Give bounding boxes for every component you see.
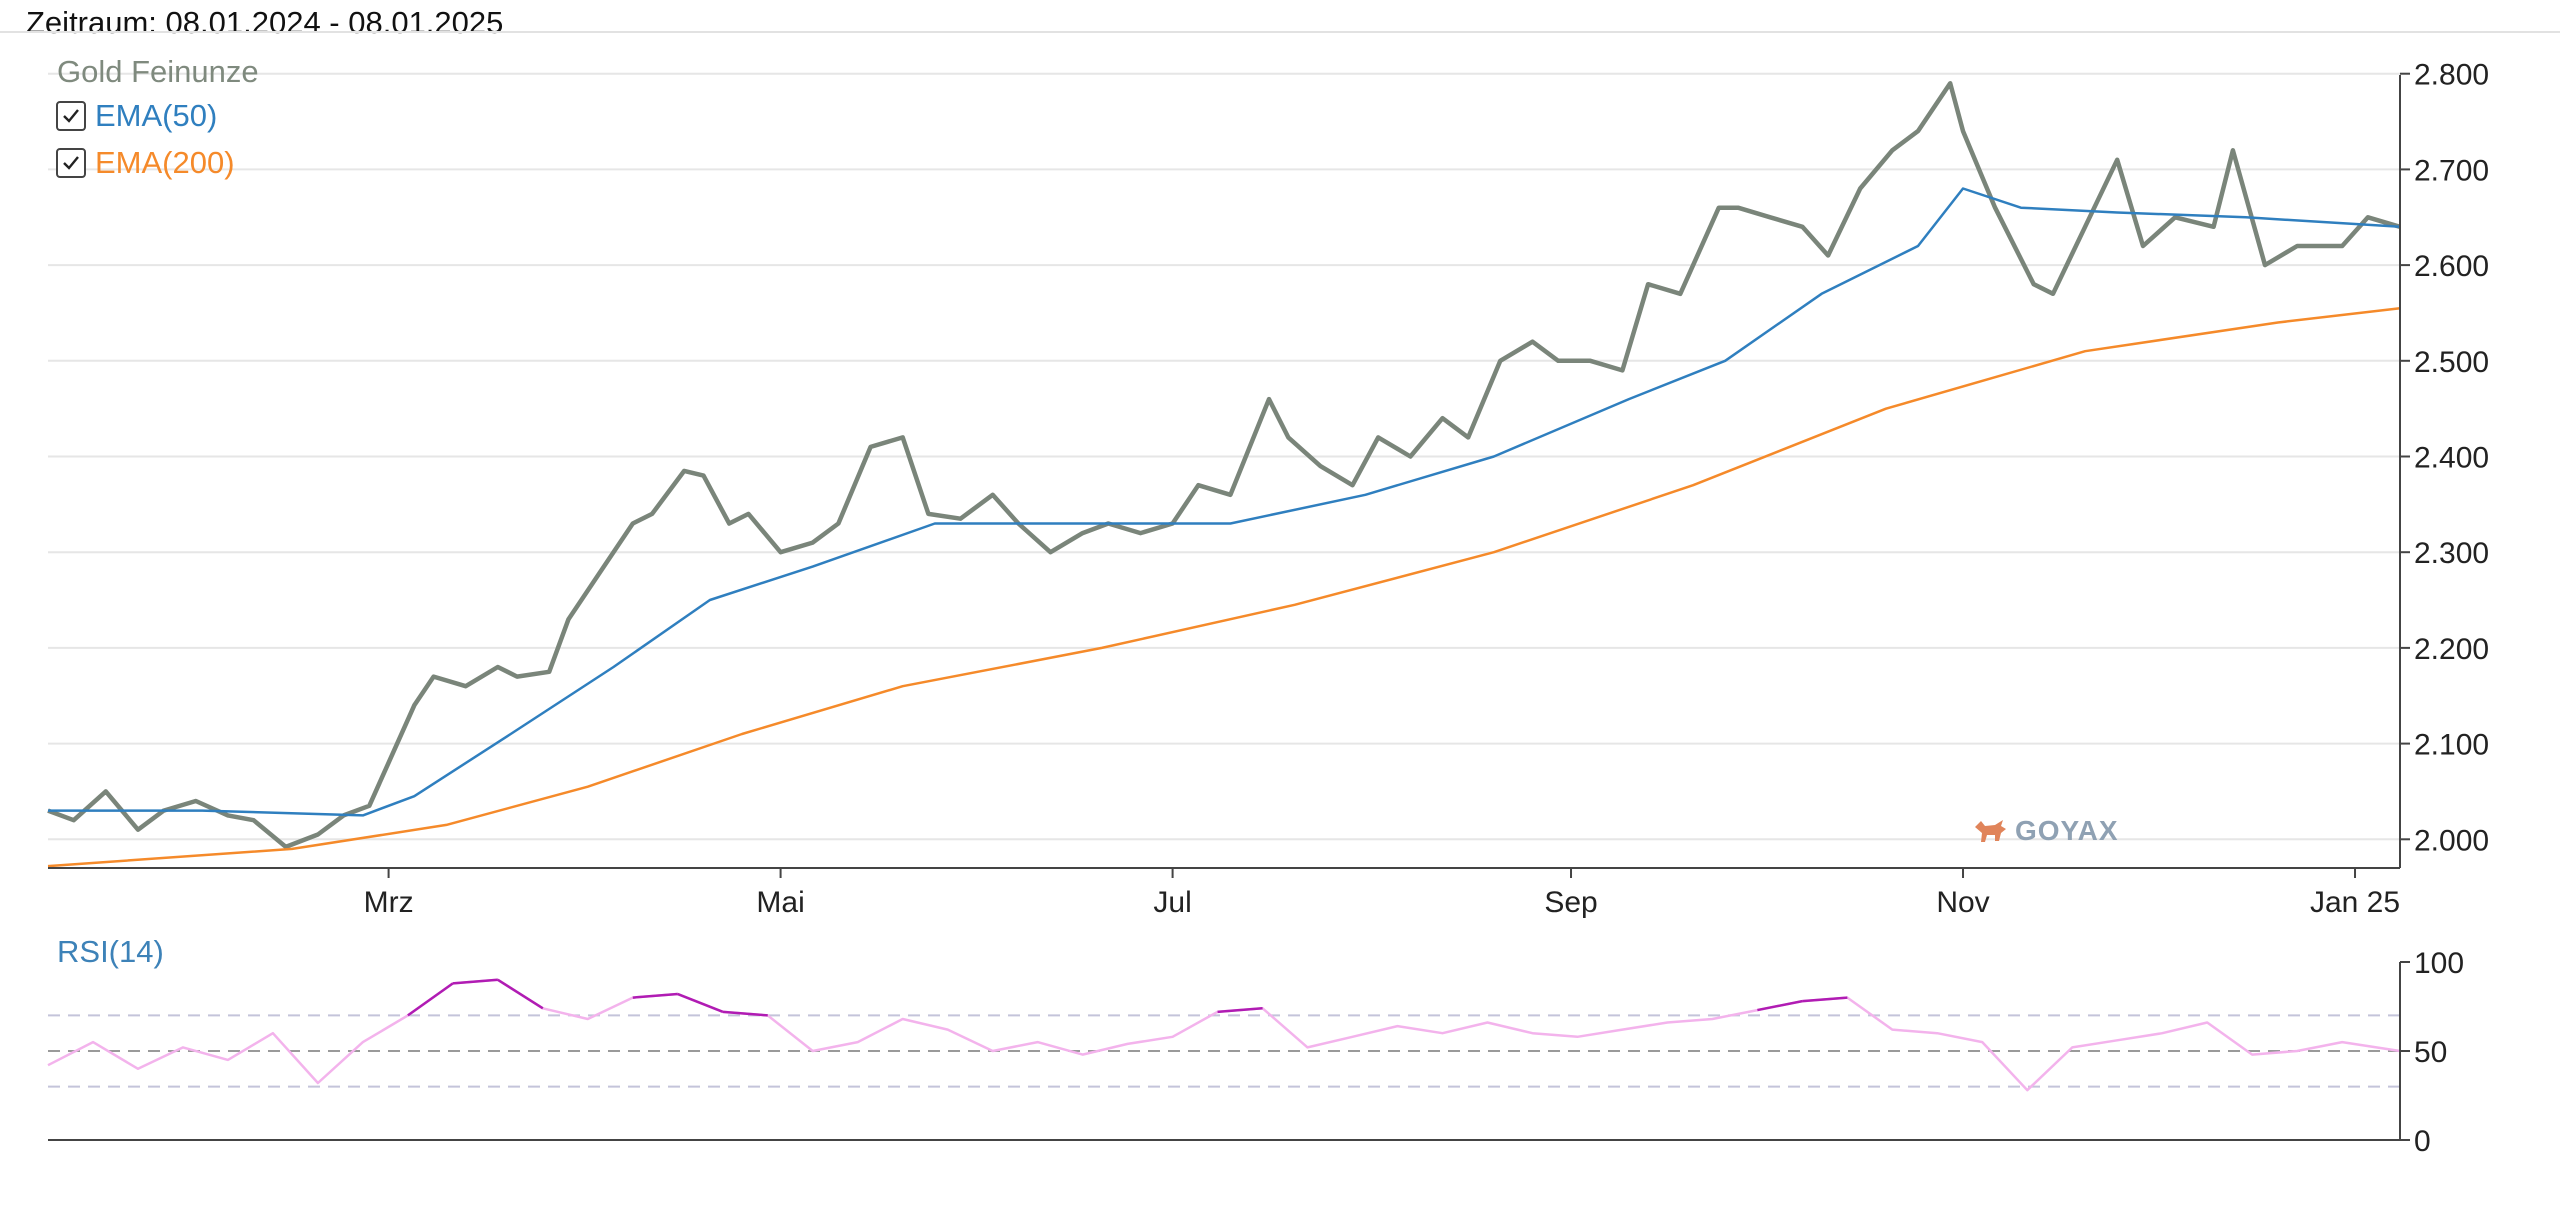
price-tick-label: 2.500 bbox=[2414, 346, 2489, 379]
date-tick-label: Sep bbox=[1544, 886, 1597, 919]
price-tick-label: 2.000 bbox=[2414, 824, 2489, 857]
rsi-tick-label: 0 bbox=[2414, 1125, 2431, 1158]
main-series-legend: Gold Feinunze bbox=[57, 54, 259, 89]
gold-price-line bbox=[47, 81, 2401, 850]
rsi-extreme-segment bbox=[677, 992, 724, 1014]
price-tick-label: 2.800 bbox=[2414, 59, 2489, 92]
date-tick-label: Mrz bbox=[364, 886, 414, 919]
date-tick-label: Jan 25 bbox=[2310, 886, 2400, 919]
ema50-toggle[interactable]: EMA(50) bbox=[56, 98, 217, 134]
rsi-extreme-segment bbox=[452, 978, 498, 985]
ema50-label: EMA(50) bbox=[95, 98, 218, 133]
rsi-extreme-segment bbox=[722, 1010, 768, 1017]
price-tick-label: 2.100 bbox=[2414, 729, 2489, 762]
date-axis-labels: Mrz Mai Jul Sep Nov Jan 25 bbox=[364, 886, 2400, 919]
axes bbox=[48, 75, 2401, 1141]
rsi-extreme-segment bbox=[632, 992, 678, 999]
check-icon bbox=[63, 156, 79, 170]
rsi-extreme-segment bbox=[497, 978, 544, 1010]
rsi-reference-lines bbox=[48, 1014, 2400, 1088]
ema50-checkbox[interactable] bbox=[56, 101, 86, 131]
price-tick-label: 2.600 bbox=[2414, 250, 2489, 283]
rsi-tick-label: 100 bbox=[2414, 947, 2464, 980]
price-tick-label: 2.400 bbox=[2414, 442, 2489, 475]
ema200-checkbox[interactable] bbox=[56, 148, 86, 178]
date-tick-label: Nov bbox=[1936, 886, 1989, 919]
rsi-legend: RSI(14) bbox=[57, 934, 164, 969]
check-icon bbox=[63, 109, 79, 123]
rsi-extreme-segment bbox=[1757, 999, 1803, 1012]
rsi-line bbox=[47, 978, 2401, 1092]
main-grid bbox=[48, 72, 2410, 878]
ema200-label: EMA(200) bbox=[95, 145, 235, 180]
price-axis-labels: 2.000 2.100 2.200 2.300 2.400 2.500 2.600 2.700… bbox=[2414, 59, 2489, 858]
ema50-line bbox=[48, 187, 2401, 817]
rsi-extreme-segment bbox=[407, 982, 454, 1017]
bull-logo-icon bbox=[1975, 820, 2006, 842]
watermark-text: GOYAX bbox=[2015, 815, 2119, 846]
price-tick-label: 2.700 bbox=[2414, 154, 2489, 187]
date-tick-label: Jul bbox=[1153, 886, 1191, 919]
price-tick-label: 2.300 bbox=[2414, 537, 2489, 570]
rsi-tick-label: 50 bbox=[2414, 1036, 2447, 1069]
watermark: GOYAX bbox=[1973, 815, 2119, 847]
ema200-toggle[interactable]: EMA(200) bbox=[56, 145, 235, 181]
series-layer bbox=[47, 81, 2401, 1092]
period-label: Zeitraum: 08.01.2024 - 08.01.2025 bbox=[26, 5, 504, 40]
date-tick-label: Mai bbox=[756, 886, 804, 919]
rsi-axis-labels: 0 50 100 bbox=[2400, 947, 2464, 1158]
rsi-extreme-segment bbox=[1802, 996, 1848, 1003]
price-tick-label: 2.200 bbox=[2414, 633, 2489, 666]
rsi-extreme-segment bbox=[1217, 1007, 1263, 1014]
ema200-line bbox=[47, 306, 2401, 868]
